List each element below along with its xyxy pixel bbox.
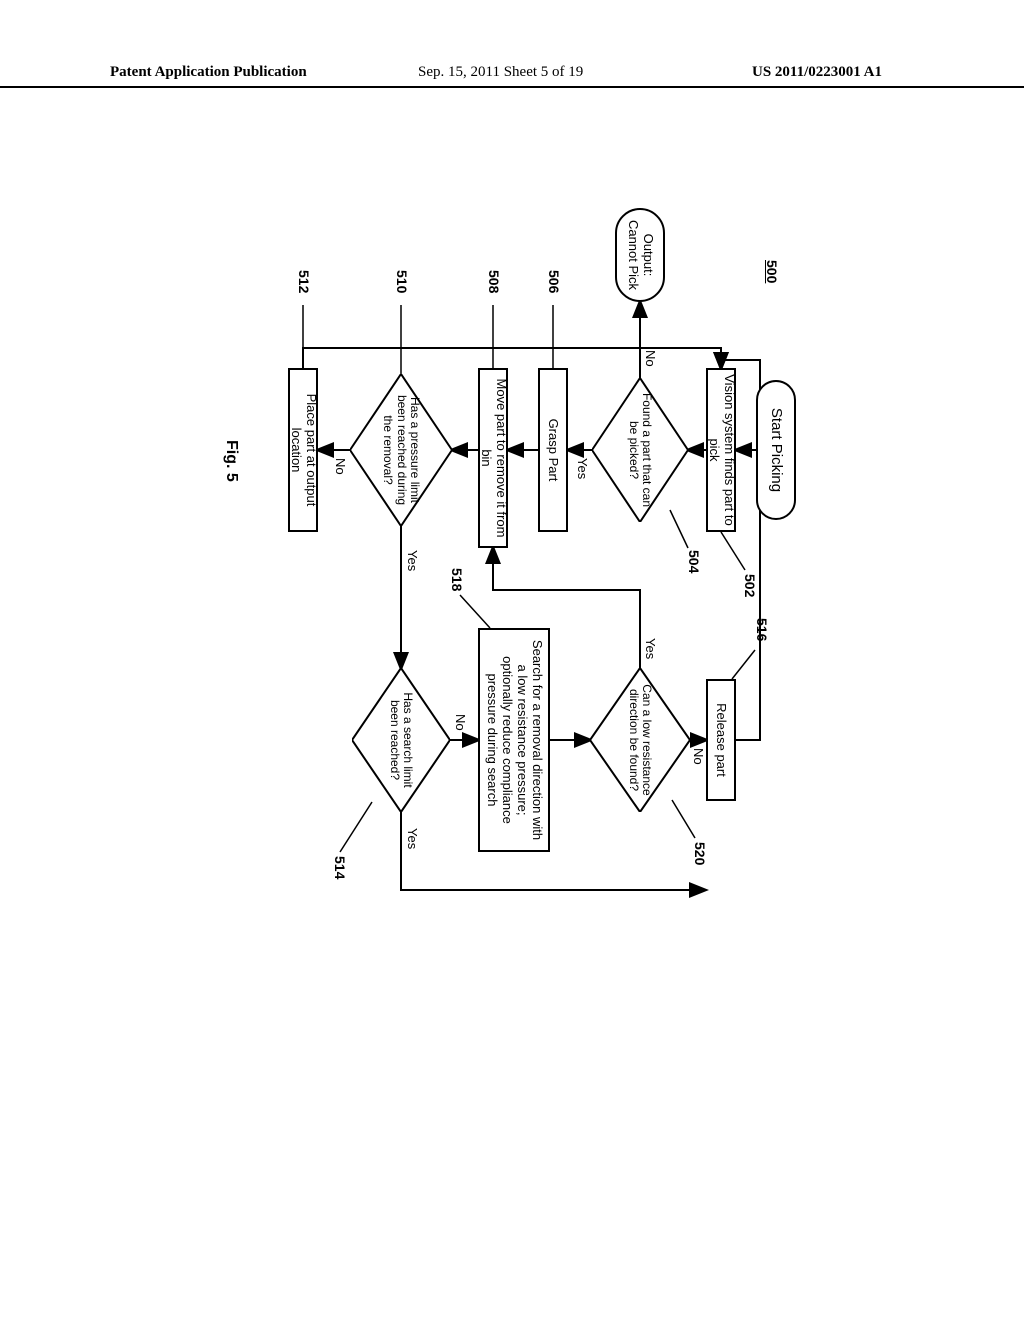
ref-510: 510 [394, 270, 410, 293]
process-move: Move part to remove it from bin [478, 368, 508, 548]
ref-516: 516 [754, 618, 770, 641]
header-rule: Patent Application Publication Sep. 15, … [0, 86, 1024, 118]
ref-502: 502 [742, 574, 758, 597]
terminator-start: Start Picking [756, 380, 796, 520]
edge-label-yes: Yes [575, 458, 590, 479]
edge-label-no: No [453, 714, 468, 731]
ref-508: 508 [486, 270, 502, 293]
decision-low-resistance: Can a low resistance direction be found? [590, 668, 690, 812]
figure-caption: Fig. 5 [222, 440, 240, 482]
process-grasp: Grasp Part [538, 368, 568, 532]
page: Patent Application Publication Sep. 15, … [0, 0, 1024, 1320]
decision-search-limit-text: Has a search limit been reached? [352, 668, 450, 812]
ref-506: 506 [546, 270, 562, 293]
edge-label-no: No [691, 748, 706, 765]
process-search-direction: Search for a removal direction with a lo… [478, 628, 550, 852]
header-right: US 2011/0223001 A1 [752, 64, 882, 81]
edge-label-no: No [333, 458, 348, 475]
edge-label-yes: Yes [405, 550, 420, 571]
ref-518: 518 [449, 568, 465, 591]
decision-pressure-limit-text: Has a pressure limit been reached during… [350, 374, 452, 526]
process-vision: Vision system finds part to pick [706, 368, 736, 532]
ref-504: 504 [686, 550, 702, 573]
flowchart: Start Picking Vision system finds part t… [180, 230, 800, 1000]
decision-search-limit: Has a search limit been reached? [352, 668, 450, 812]
connectors [180, 230, 800, 1000]
ref-500: 500 [764, 260, 780, 283]
decision-pressure-limit: Has a pressure limit been reached during… [350, 374, 452, 526]
decision-found-part-text: Found a part that can be picked? [592, 378, 688, 522]
edge-label-yes: Yes [405, 828, 420, 849]
edge-label-no: No [643, 350, 658, 367]
ref-514: 514 [332, 856, 348, 879]
header-center: Sep. 15, 2011 Sheet 5 of 19 [418, 64, 583, 81]
process-release: Release part [706, 679, 736, 801]
edge-label-yes: Yes [643, 638, 658, 659]
decision-found-part: Found a part that can be picked? [592, 378, 688, 522]
decision-low-resistance-text: Can a low resistance direction be found? [590, 668, 690, 812]
process-place: Place part at output location [288, 368, 318, 532]
header-left: Patent Application Publication [110, 64, 307, 81]
ref-520: 520 [692, 842, 708, 865]
ref-512: 512 [296, 270, 312, 293]
terminator-cannot-pick: Output: Cannot Pick [615, 208, 665, 302]
